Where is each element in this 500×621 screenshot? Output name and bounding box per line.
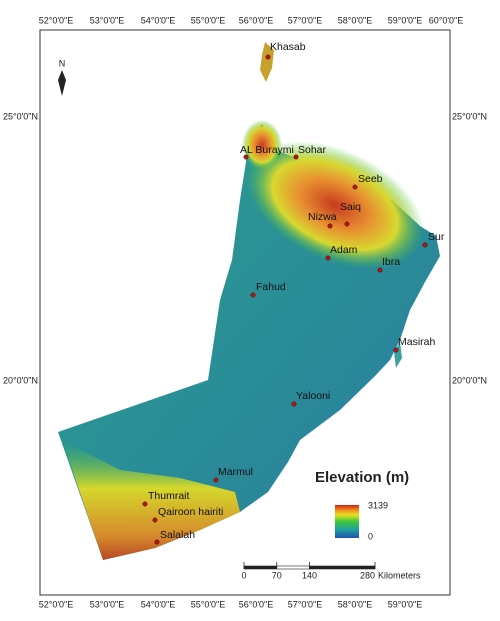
top-lon-label: 57°0'0"E bbox=[288, 15, 323, 25]
north-mountains bbox=[242, 120, 282, 170]
top-lon-label: 52°0'0"E bbox=[39, 15, 74, 25]
city-marker bbox=[325, 255, 331, 261]
right-lat-label: 20°0'0"N bbox=[452, 375, 487, 385]
legend-colorbar bbox=[335, 505, 359, 538]
city-marker bbox=[265, 54, 271, 60]
scale-segment bbox=[243, 565, 278, 570]
map-frame bbox=[39, 29, 451, 596]
city-label: Masirah bbox=[398, 336, 436, 348]
city-label: Adam bbox=[330, 244, 358, 256]
bottom-lon-label: 54°0'0"E bbox=[141, 599, 176, 609]
city-label: Nizwa bbox=[308, 211, 337, 223]
city-label: Sohar bbox=[298, 144, 327, 156]
city-label: AL Buraymi bbox=[240, 144, 294, 156]
legend-title: Elevation (m) bbox=[315, 469, 409, 486]
city-marker bbox=[152, 517, 158, 523]
top-lon-label: 55°0'0"E bbox=[191, 15, 226, 25]
scale-label: 140 bbox=[302, 570, 317, 580]
city-label: Salalah bbox=[160, 529, 195, 541]
left-lat-label: 25°0'0"N bbox=[3, 111, 38, 121]
city-marker bbox=[377, 267, 383, 273]
city-marker bbox=[142, 501, 148, 507]
bottom-lon-label: 53°0'0"E bbox=[90, 599, 125, 609]
city-marker bbox=[250, 292, 256, 298]
city-marker bbox=[352, 184, 358, 190]
scale-unit: Kilometers bbox=[378, 570, 421, 580]
north-arrow bbox=[58, 70, 66, 96]
city-label: Khasab bbox=[270, 41, 306, 53]
top-lon-label: 56°0'0"E bbox=[239, 15, 274, 25]
city-marker bbox=[154, 539, 160, 545]
scale-label: 280 bbox=[360, 570, 375, 580]
bottom-lon-label: 59°0'0"E bbox=[388, 599, 423, 609]
scale-label: 0 bbox=[241, 570, 246, 580]
left-lat-label: 20°0'0"N bbox=[3, 375, 38, 385]
legend-min: 0 bbox=[368, 531, 373, 541]
city-label: Fahud bbox=[256, 281, 286, 293]
city-label: Marmul bbox=[218, 466, 253, 478]
city-marker bbox=[243, 154, 249, 160]
city-marker bbox=[213, 477, 219, 483]
bottom-lon-label: 56°0'0"E bbox=[239, 599, 274, 609]
city-label: Ibra bbox=[382, 256, 400, 268]
dhofar-mountains bbox=[62, 440, 240, 560]
city-label: Qairoon hairiti bbox=[158, 506, 223, 518]
scale-segment bbox=[309, 565, 376, 570]
bottom-lon-label: 52°0'0"E bbox=[39, 599, 74, 609]
city-label: Thumrait bbox=[148, 490, 190, 502]
city-label: Sur bbox=[428, 231, 445, 243]
top-lon-label: 59°0'0"E bbox=[388, 15, 423, 25]
hajar-mountains bbox=[245, 140, 425, 270]
city-marker bbox=[393, 347, 399, 353]
scale-label: 70 bbox=[272, 570, 282, 580]
legend-max: 3139 bbox=[368, 500, 388, 510]
bottom-lon-label: 55°0'0"E bbox=[191, 599, 226, 609]
city-label: Seeb bbox=[358, 173, 383, 185]
city-label: Yalooni bbox=[296, 390, 330, 402]
city-label: Saiq bbox=[340, 201, 361, 213]
city-marker bbox=[293, 154, 299, 160]
musandam bbox=[260, 42, 274, 82]
top-lon-label: 53°0'0"E bbox=[90, 15, 125, 25]
city-marker bbox=[291, 401, 297, 407]
top-lon-label: 58°0'0"E bbox=[338, 15, 373, 25]
right-lat-label: 25°0'0"N bbox=[452, 111, 487, 121]
scale-segment bbox=[276, 565, 310, 570]
city-marker bbox=[344, 221, 350, 227]
bottom-lon-label: 57°0'0"E bbox=[288, 599, 323, 609]
top-lon-label: 54°0'0"E bbox=[141, 15, 176, 25]
top-lon-label: 60°0'0"E bbox=[429, 15, 464, 25]
city-marker bbox=[422, 242, 428, 248]
masirah-island bbox=[394, 342, 402, 368]
city-marker bbox=[327, 223, 333, 229]
bottom-lon-label: 58°0'0"E bbox=[338, 599, 373, 609]
north-label: N bbox=[59, 58, 66, 68]
